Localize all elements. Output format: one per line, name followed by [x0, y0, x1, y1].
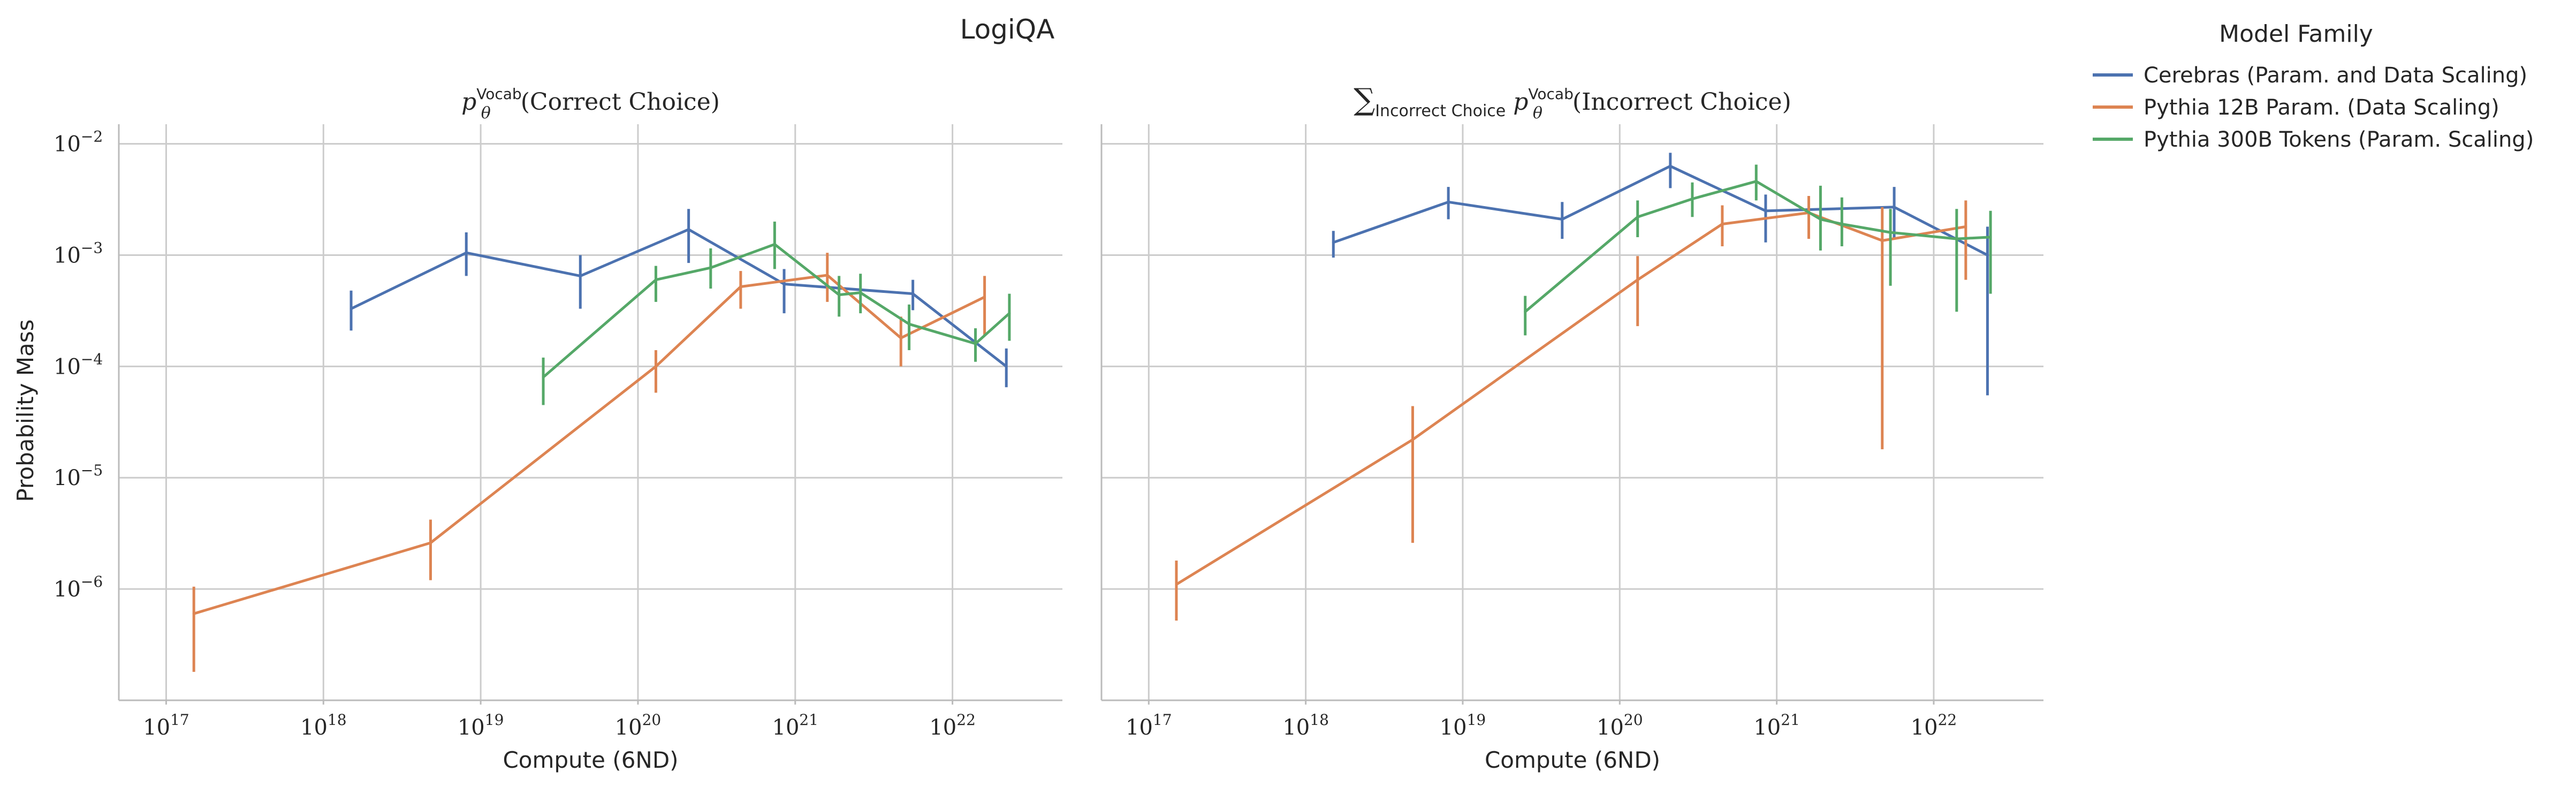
x-tick-exponent: 17	[170, 711, 189, 729]
grid	[119, 124, 1062, 700]
y-tick-base: 10	[54, 132, 81, 157]
x-tick-base: 10	[929, 715, 956, 740]
x-tick-base: 10	[615, 715, 642, 740]
title-superscript: Vocab	[1528, 85, 1573, 103]
y-tick-base: 10	[54, 243, 81, 268]
x-tick-exponent: 18	[1310, 711, 1329, 729]
y-tick-exponent: −3	[81, 239, 103, 256]
x-tick-exponent: 17	[1153, 711, 1172, 729]
x-tick-label: 1020	[1597, 711, 1643, 740]
x-tick-label: 1020	[615, 711, 662, 740]
x-tick-base: 10	[300, 715, 328, 740]
x-tick-label: 1017	[1126, 711, 1172, 740]
y-tick-exponent: −4	[81, 350, 103, 368]
y-tick-label: 10−5	[54, 462, 103, 490]
x-tick-label: 1017	[143, 711, 189, 740]
legend-entry: Pythia 300B Tokens (Param. Scaling)	[2144, 127, 2534, 152]
series-line	[192, 274, 986, 615]
x-tick-exponent: 22	[1938, 711, 1957, 729]
x-tick-exponent: 20	[642, 711, 662, 729]
y-tick-label: 10−2	[54, 128, 103, 157]
legend-entry: Pythia 12B Param. (Data Scaling)	[2144, 95, 2499, 120]
title-superscript: Vocab	[476, 85, 521, 103]
x-axis-label: Compute (6ND)	[503, 747, 678, 773]
x-tick-base: 10	[1282, 715, 1310, 740]
x-tick-label: 1021	[1753, 711, 1800, 740]
x-tick-base: 10	[1126, 715, 1153, 740]
x-tick-base: 10	[1440, 715, 1467, 740]
series-line	[1175, 211, 1967, 586]
panel-title: pVocab θ (Correct Choice)	[461, 85, 720, 123]
y-tick-base: 10	[54, 466, 81, 490]
x-tick-exponent: 19	[1467, 711, 1486, 729]
title-p: p	[1506, 88, 1528, 116]
series-pythia	[1524, 164, 1992, 336]
x-tick-label: 1018	[1282, 711, 1329, 740]
x-tick-exponent: 22	[956, 711, 976, 729]
x-tick-exponent: 21	[1781, 711, 1800, 729]
y-tick-label: 10−4	[54, 350, 103, 379]
title-p: p	[461, 88, 476, 116]
title-sum-subscript: Incorrect Choice	[1375, 102, 1506, 120]
title-sum-symbol: ∑	[1354, 82, 1375, 117]
x-tick-base: 10	[772, 715, 800, 740]
x-tick-label: 1022	[1911, 711, 1957, 740]
x-tick-exponent: 20	[1624, 711, 1643, 729]
series-cerebras	[349, 209, 1008, 388]
series-pythia	[192, 253, 986, 672]
y-axis-label: Probability Mass	[12, 319, 39, 502]
y-tick-exponent: −5	[81, 462, 103, 479]
x-axis-label: Compute (6ND)	[1485, 747, 1660, 773]
series-line	[1524, 180, 1992, 313]
figure-title: LogiQA	[960, 14, 1055, 45]
series-line	[542, 243, 1011, 379]
panel-title: ∑Incorrect Choice pVocab θ (Incorrect Choi…	[1354, 82, 1791, 123]
x-tick-base: 10	[143, 715, 170, 740]
x-tick-label: 1022	[929, 711, 976, 740]
title-main: (Correct Choice)	[521, 88, 720, 116]
title-subscript: θ	[1533, 104, 1542, 123]
x-tick-exponent: 18	[328, 711, 347, 729]
y-tick-exponent: −2	[81, 128, 103, 146]
series-pythia	[1175, 196, 1967, 621]
x-tick-label: 1019	[1440, 711, 1486, 740]
y-tick-base: 10	[54, 354, 81, 379]
x-tick-label: 1018	[300, 711, 347, 740]
panel-correct-choice: 1017 1018 1019 1020 1021 102210−610−510−410−3…	[54, 85, 1062, 773]
series-cerebras	[1332, 153, 1989, 396]
x-tick-label: 1021	[772, 711, 819, 740]
x-tick-exponent: 21	[799, 711, 818, 729]
x-tick-base: 10	[1753, 715, 1781, 740]
series-pythia	[542, 221, 1011, 405]
title-main: (Incorrect Choice)	[1572, 88, 1791, 116]
x-tick-base: 10	[1597, 715, 1624, 740]
y-tick-exponent: −6	[81, 573, 103, 591]
legend-entry: Cerebras (Param. and Data Scaling)	[2144, 63, 2527, 88]
title-subscript: θ	[481, 104, 491, 123]
grid	[1101, 124, 2043, 700]
x-tick-exponent: 19	[485, 711, 504, 729]
y-tick-base: 10	[54, 577, 81, 602]
x-tick-base: 10	[1911, 715, 1938, 740]
x-tick-base: 10	[458, 715, 485, 740]
legend-title: Model Family	[2219, 20, 2373, 48]
y-tick-label: 10−6	[54, 573, 103, 602]
x-tick-label: 1019	[458, 711, 504, 740]
legend: Model Family Cerebras (Param. and Data Sc…	[2093, 20, 2534, 152]
y-tick-label: 10−3	[54, 239, 103, 268]
